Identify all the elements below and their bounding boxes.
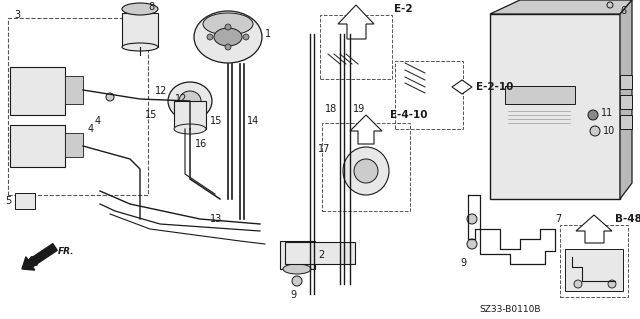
- Circle shape: [292, 276, 302, 286]
- Text: 12: 12: [175, 94, 188, 104]
- FancyArrow shape: [22, 244, 57, 270]
- Ellipse shape: [214, 28, 242, 46]
- Text: 9: 9: [460, 258, 466, 268]
- Ellipse shape: [122, 43, 158, 51]
- Text: 19: 19: [353, 104, 365, 114]
- Text: 4: 4: [95, 116, 101, 126]
- Text: SZ33-B0110B: SZ33-B0110B: [479, 305, 541, 314]
- Circle shape: [608, 280, 616, 288]
- Circle shape: [467, 214, 477, 224]
- Polygon shape: [350, 115, 382, 144]
- Bar: [285, 242, 355, 264]
- Text: B-48: B-48: [615, 214, 640, 224]
- Text: 11: 11: [601, 108, 613, 118]
- Bar: [505, 86, 575, 104]
- Text: 1: 1: [265, 29, 271, 39]
- Circle shape: [106, 93, 114, 101]
- Bar: [620, 115, 632, 129]
- Bar: [395, 61, 463, 129]
- Bar: [620, 75, 632, 89]
- Circle shape: [574, 280, 582, 288]
- Bar: [8, 18, 148, 195]
- Bar: [174, 101, 206, 129]
- Bar: [320, 15, 392, 79]
- Bar: [560, 225, 628, 297]
- Ellipse shape: [194, 11, 262, 63]
- Circle shape: [588, 110, 598, 120]
- Text: 14: 14: [247, 116, 259, 126]
- Text: 18: 18: [325, 104, 337, 114]
- Polygon shape: [452, 80, 472, 94]
- Polygon shape: [490, 0, 632, 14]
- Text: FR.: FR.: [58, 247, 74, 256]
- Bar: [280, 241, 315, 269]
- Ellipse shape: [354, 159, 378, 183]
- Ellipse shape: [179, 91, 201, 111]
- Bar: [490, 14, 620, 199]
- Text: 17: 17: [318, 144, 330, 154]
- Bar: [10, 67, 65, 115]
- Bar: [122, 13, 158, 47]
- Circle shape: [590, 126, 600, 136]
- Circle shape: [467, 239, 477, 249]
- Circle shape: [243, 34, 249, 40]
- Bar: [65, 76, 83, 104]
- Text: 7: 7: [555, 214, 561, 224]
- Text: 4: 4: [88, 124, 94, 134]
- Ellipse shape: [203, 13, 253, 35]
- Text: E-2: E-2: [394, 4, 413, 14]
- Polygon shape: [338, 5, 374, 39]
- Circle shape: [607, 2, 613, 8]
- Circle shape: [225, 24, 231, 30]
- Bar: [620, 95, 632, 109]
- Bar: [565, 249, 623, 291]
- Bar: [10, 125, 65, 167]
- Text: 3: 3: [14, 10, 20, 20]
- Text: 12: 12: [155, 86, 168, 96]
- Circle shape: [225, 44, 231, 50]
- Ellipse shape: [168, 82, 212, 120]
- Ellipse shape: [122, 3, 158, 15]
- Polygon shape: [620, 0, 632, 199]
- Circle shape: [207, 34, 213, 40]
- Ellipse shape: [283, 264, 311, 274]
- Text: 8: 8: [148, 2, 154, 12]
- Text: 13: 13: [210, 214, 222, 224]
- Polygon shape: [576, 215, 612, 243]
- Text: 6: 6: [620, 6, 626, 16]
- Ellipse shape: [174, 124, 206, 134]
- Bar: [15, 193, 35, 209]
- Bar: [65, 133, 83, 157]
- Text: E-2-10: E-2-10: [476, 82, 513, 92]
- Text: 15: 15: [145, 110, 157, 120]
- Text: 15: 15: [210, 116, 222, 126]
- Text: 16: 16: [195, 139, 207, 149]
- Text: 5: 5: [5, 196, 12, 206]
- Ellipse shape: [343, 147, 389, 195]
- Bar: [322, 123, 410, 211]
- Text: E-4-10: E-4-10: [390, 110, 428, 120]
- Text: 9: 9: [290, 290, 296, 300]
- Text: 2: 2: [318, 250, 324, 260]
- Text: 10: 10: [603, 126, 615, 136]
